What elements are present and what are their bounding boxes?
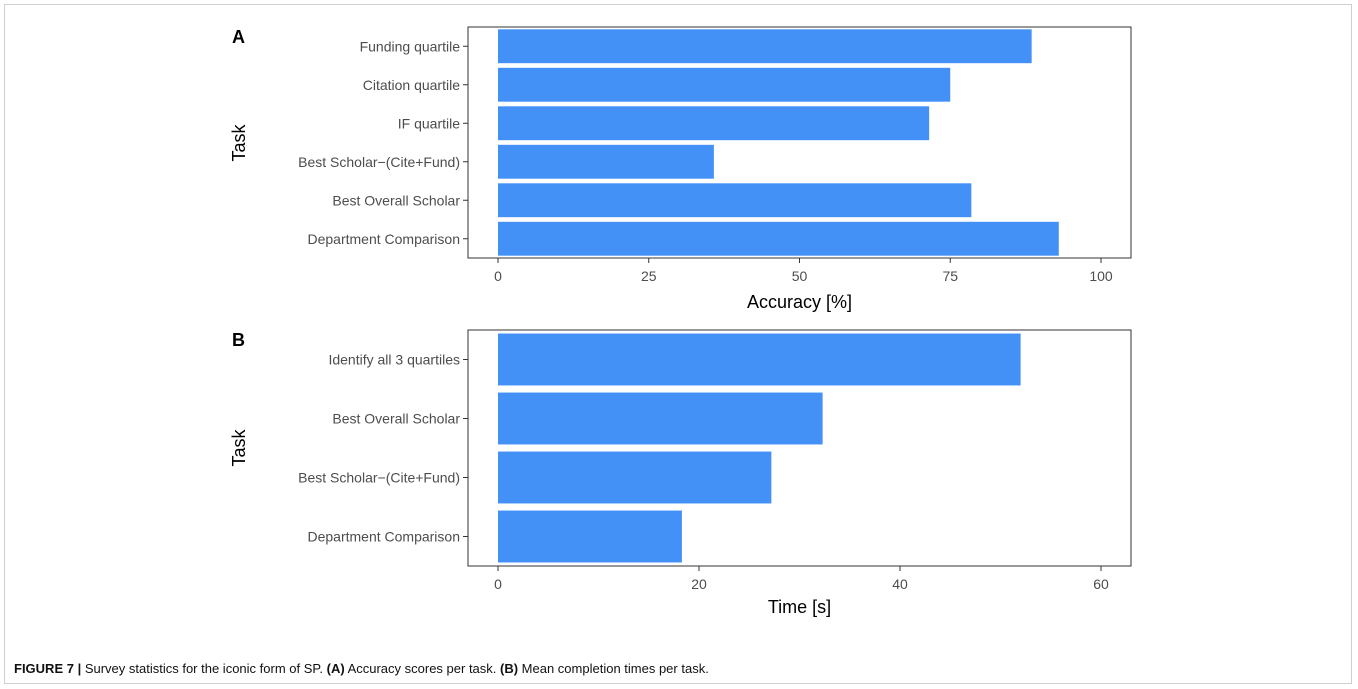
panel-b-bar-2 bbox=[498, 392, 823, 445]
panel-b-xtick-label-3: 40 bbox=[892, 576, 908, 592]
panel-a-bar-4 bbox=[498, 144, 714, 179]
panel-b-category-label-4: Department Comparison bbox=[307, 529, 460, 545]
panel-b-x-axis-title: Time [s] bbox=[768, 597, 831, 617]
figure-caption: FIGURE 7 | Survey statistics for the ico… bbox=[14, 661, 709, 676]
panel-a-bar-2 bbox=[498, 67, 951, 102]
figure-frame bbox=[4, 4, 1352, 684]
panel-a-bar-1 bbox=[498, 29, 1032, 64]
caption-text-2: Accuracy scores per task. bbox=[344, 661, 501, 676]
panel-a-xtick-label-5: 100 bbox=[1089, 268, 1113, 284]
panel-b-plot-frame bbox=[467, 329, 1132, 567]
panel-a-x-axis-title: Accuracy [%] bbox=[747, 292, 852, 312]
panel-a-xtick-label-2: 25 bbox=[641, 268, 657, 284]
panel-a-category-label-2: Citation quartile bbox=[363, 77, 460, 93]
panel-a-letter: A bbox=[232, 27, 245, 47]
panel-a-bar-6 bbox=[498, 221, 1059, 256]
panel-a-y-axis-title: Task bbox=[229, 123, 249, 161]
panel-a-xtick-label-3: 50 bbox=[792, 268, 808, 284]
panel-b-category-label-2: Best Overall Scholar bbox=[332, 411, 460, 427]
panel-b-letter: B bbox=[232, 330, 245, 350]
panel-a-xtick-label-4: 75 bbox=[942, 268, 958, 284]
panel-b-y-axis-title: Task bbox=[229, 428, 249, 466]
panel-a-bar-3 bbox=[498, 106, 930, 141]
panel-b-xtick-label-2: 20 bbox=[691, 576, 707, 592]
panel-b-xtick-label-4: 60 bbox=[1093, 576, 1109, 592]
panel-b-bar-3 bbox=[498, 451, 772, 504]
caption-tag-a: (A) bbox=[326, 661, 345, 676]
caption-tag-b: (B) bbox=[500, 661, 519, 676]
panel-a-category-label-6: Department Comparison bbox=[307, 231, 460, 247]
panel-b-category-label-3: Best Scholar−(Cite+Fund) bbox=[298, 470, 460, 486]
panel-a-category-label-5: Best Overall Scholar bbox=[332, 192, 460, 208]
panel-a-xtick-label-1: 0 bbox=[494, 268, 502, 284]
panel-a-bar-5 bbox=[498, 183, 972, 218]
panel-b-bar-4 bbox=[498, 510, 682, 563]
panel-b-category-label-1: Identify all 3 quartiles bbox=[328, 352, 460, 368]
panel-a-category-label-4: Best Scholar−(Cite+Fund) bbox=[298, 154, 460, 170]
panel-a-category-label-3: IF quartile bbox=[398, 115, 460, 131]
panel-a-category-label-1: Funding quartile bbox=[360, 38, 461, 54]
caption-text-3: Mean completion times per task. bbox=[518, 661, 709, 676]
caption-label: FIGURE 7 | bbox=[14, 661, 82, 676]
caption-text-1: Survey statistics for the iconic form of… bbox=[81, 661, 327, 676]
panel-b-bar-1 bbox=[498, 333, 1021, 386]
panel-b-xtick-label-1: 0 bbox=[494, 576, 502, 592]
